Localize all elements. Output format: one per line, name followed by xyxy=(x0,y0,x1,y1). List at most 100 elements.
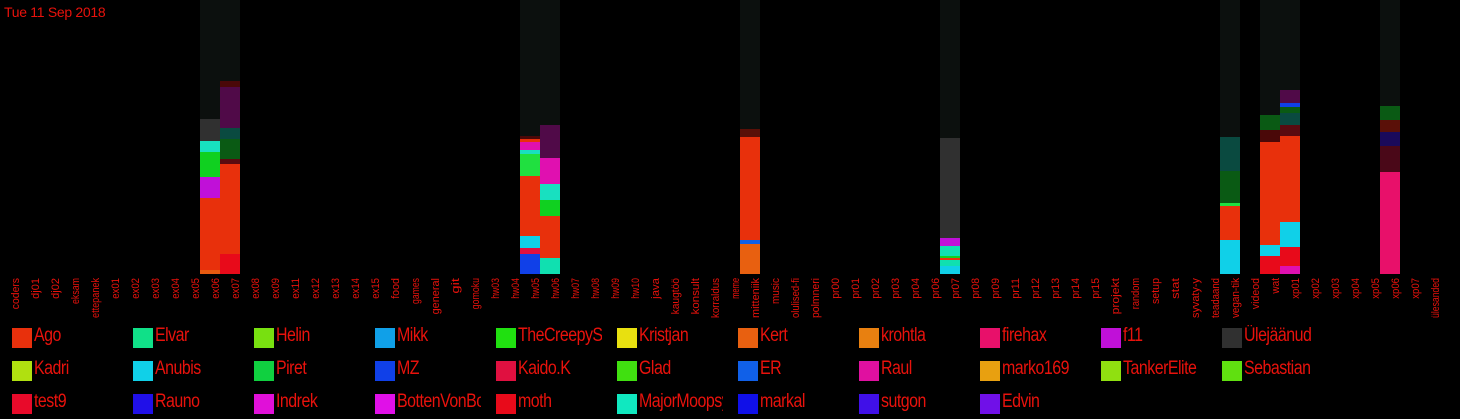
legend-label: BottenVonBot xyxy=(397,391,481,412)
x-tick-label: pr00 xyxy=(830,278,842,299)
date-label: Tue 11 Sep 2018 xyxy=(4,4,106,20)
x-tick-label: videod xyxy=(1250,278,1262,309)
x-tick-label: xp04 xyxy=(1350,278,1362,299)
legend-label: Sebastian xyxy=(1244,358,1311,379)
legend-label: Elvar xyxy=(155,325,189,346)
x-tick-label: pr12 xyxy=(1030,278,1042,299)
bar-segment-ex02-3 xyxy=(220,139,240,159)
legend-swatch xyxy=(738,328,758,348)
bar-segment-general-2 xyxy=(520,236,540,248)
bar-segment-ex01-3 xyxy=(200,152,220,177)
x-tick-label: xp01 xyxy=(1290,278,1302,299)
x-tick-label: pr15 xyxy=(1090,278,1102,299)
bar-segment-git-1 xyxy=(540,216,560,258)
x-tick-label: stat xyxy=(1170,278,1182,299)
bar-segment-ex01-1 xyxy=(200,198,220,270)
legend-swatch xyxy=(254,361,274,381)
x-tick-label: syvaty-y xyxy=(1190,278,1202,318)
legend-swatch xyxy=(254,394,274,414)
bar-segment-pr01-4 xyxy=(940,246,960,256)
legend-swatch xyxy=(980,328,1000,348)
x-tick-label: ex06 xyxy=(210,278,222,299)
x-tick-label: eksam xyxy=(70,278,82,304)
x-tick-label: hw07 xyxy=(570,278,582,299)
x-tick-label: pr11 xyxy=(1010,278,1022,299)
bar-segment-xp01-4 xyxy=(1380,106,1400,120)
x-tick-label: random xyxy=(1130,278,1142,309)
legend-label: TankerElite xyxy=(1123,358,1197,379)
bar-segment-stat-2 xyxy=(1260,142,1280,245)
bar-segment-pr01-2 xyxy=(940,258,960,260)
legend-swatch xyxy=(980,394,1000,414)
bar-segment-syvaty-y-2 xyxy=(1280,222,1300,247)
bar-segment-general-4 xyxy=(520,154,540,176)
x-tick-label: wat xyxy=(1270,278,1282,295)
bar-segment-ex01-4 xyxy=(200,141,220,152)
bar-segment-ex02-0 xyxy=(220,254,240,274)
bar-segment-xp01-1 xyxy=(1380,146,1400,172)
legend-swatch xyxy=(617,394,637,414)
bar-segment-ex01-5 xyxy=(200,119,220,141)
bar-segment-git-5 xyxy=(540,125,560,158)
x-tick-label: xp07 xyxy=(1410,278,1422,299)
bar-segment-syvaty-y-6 xyxy=(1280,107,1300,113)
legend-label: Rauno xyxy=(155,391,200,412)
legend-label: Ülejäänud xyxy=(1244,325,1312,346)
legend-swatch xyxy=(1101,328,1121,348)
x-tick-label: general xyxy=(430,278,442,314)
legend-swatch xyxy=(375,394,395,414)
bar-segment-syvaty-y-5 xyxy=(1280,113,1300,125)
x-tick-label: kaugtöö xyxy=(670,278,682,314)
bar-segment-ex01-0 xyxy=(200,270,220,274)
x-tick-label: git xyxy=(450,278,462,294)
legend-label: test9 xyxy=(34,391,67,412)
bar-segment-git-3 xyxy=(540,184,560,200)
x-tick-label: projekt xyxy=(1110,278,1122,314)
bar-segment-general-7 xyxy=(520,139,540,142)
x-tick-label: pr07 xyxy=(950,278,962,299)
legend-label: Anubis xyxy=(155,358,201,379)
bar-segment-random-1 xyxy=(1220,206,1240,240)
legend-label: Ago xyxy=(34,325,61,346)
bar-segment-pr01-0 xyxy=(940,266,960,274)
legend-swatch xyxy=(617,361,637,381)
x-tick-label: ex15 xyxy=(370,278,382,299)
x-tick-label: ex09 xyxy=(270,278,282,299)
x-tick-label: ex14 xyxy=(350,278,362,299)
bar-segment-stat-0 xyxy=(1260,256,1280,274)
x-tick-label: gomoku xyxy=(470,278,482,309)
bar-segment-general-3 xyxy=(520,176,540,236)
bar-segment-git-2 xyxy=(540,200,560,216)
legend-swatch xyxy=(1101,361,1121,381)
legend-swatch xyxy=(1222,328,1242,348)
legend-label: marko169 xyxy=(1002,358,1069,379)
x-tick-label: ex03 xyxy=(150,278,162,299)
x-tick-label: ex04 xyxy=(170,278,182,299)
legend-swatch xyxy=(859,328,879,348)
x-tick-label: coders xyxy=(10,278,22,310)
legend-swatch xyxy=(859,394,879,414)
legend-label: Kaido.K xyxy=(518,358,571,379)
bar-segment-stat-1 xyxy=(1260,245,1280,256)
x-tick-label: pr01 xyxy=(850,278,862,299)
x-tick-label: korraldus xyxy=(710,278,722,318)
bar-segment-pr01-6 xyxy=(940,138,960,238)
x-tick-label: hw08 xyxy=(590,278,602,299)
bar-segment-general-0 xyxy=(520,254,540,274)
x-tick-label: pr04 xyxy=(910,278,922,299)
x-tick-label: hw03 xyxy=(490,278,502,299)
legend-label: f11 xyxy=(1123,325,1143,346)
legend-label: Raul xyxy=(881,358,912,379)
x-tick-label: xp05 xyxy=(1370,278,1382,299)
legend-label: ER xyxy=(760,358,782,379)
x-tick-label: hw10 xyxy=(630,278,642,299)
legend-swatch xyxy=(133,361,153,381)
x-tick-label: konsult xyxy=(690,278,702,314)
legend-label: TheCreepySh xyxy=(518,325,602,346)
legend-swatch xyxy=(738,361,758,381)
bar-segment-syvaty-y-3 xyxy=(1280,136,1300,222)
bar-segment-general-8 xyxy=(520,136,540,139)
legend-swatch xyxy=(133,394,153,414)
bar-segment-syvaty-y-8 xyxy=(1280,90,1300,103)
bar-segment-xp01-0 xyxy=(1380,172,1400,274)
